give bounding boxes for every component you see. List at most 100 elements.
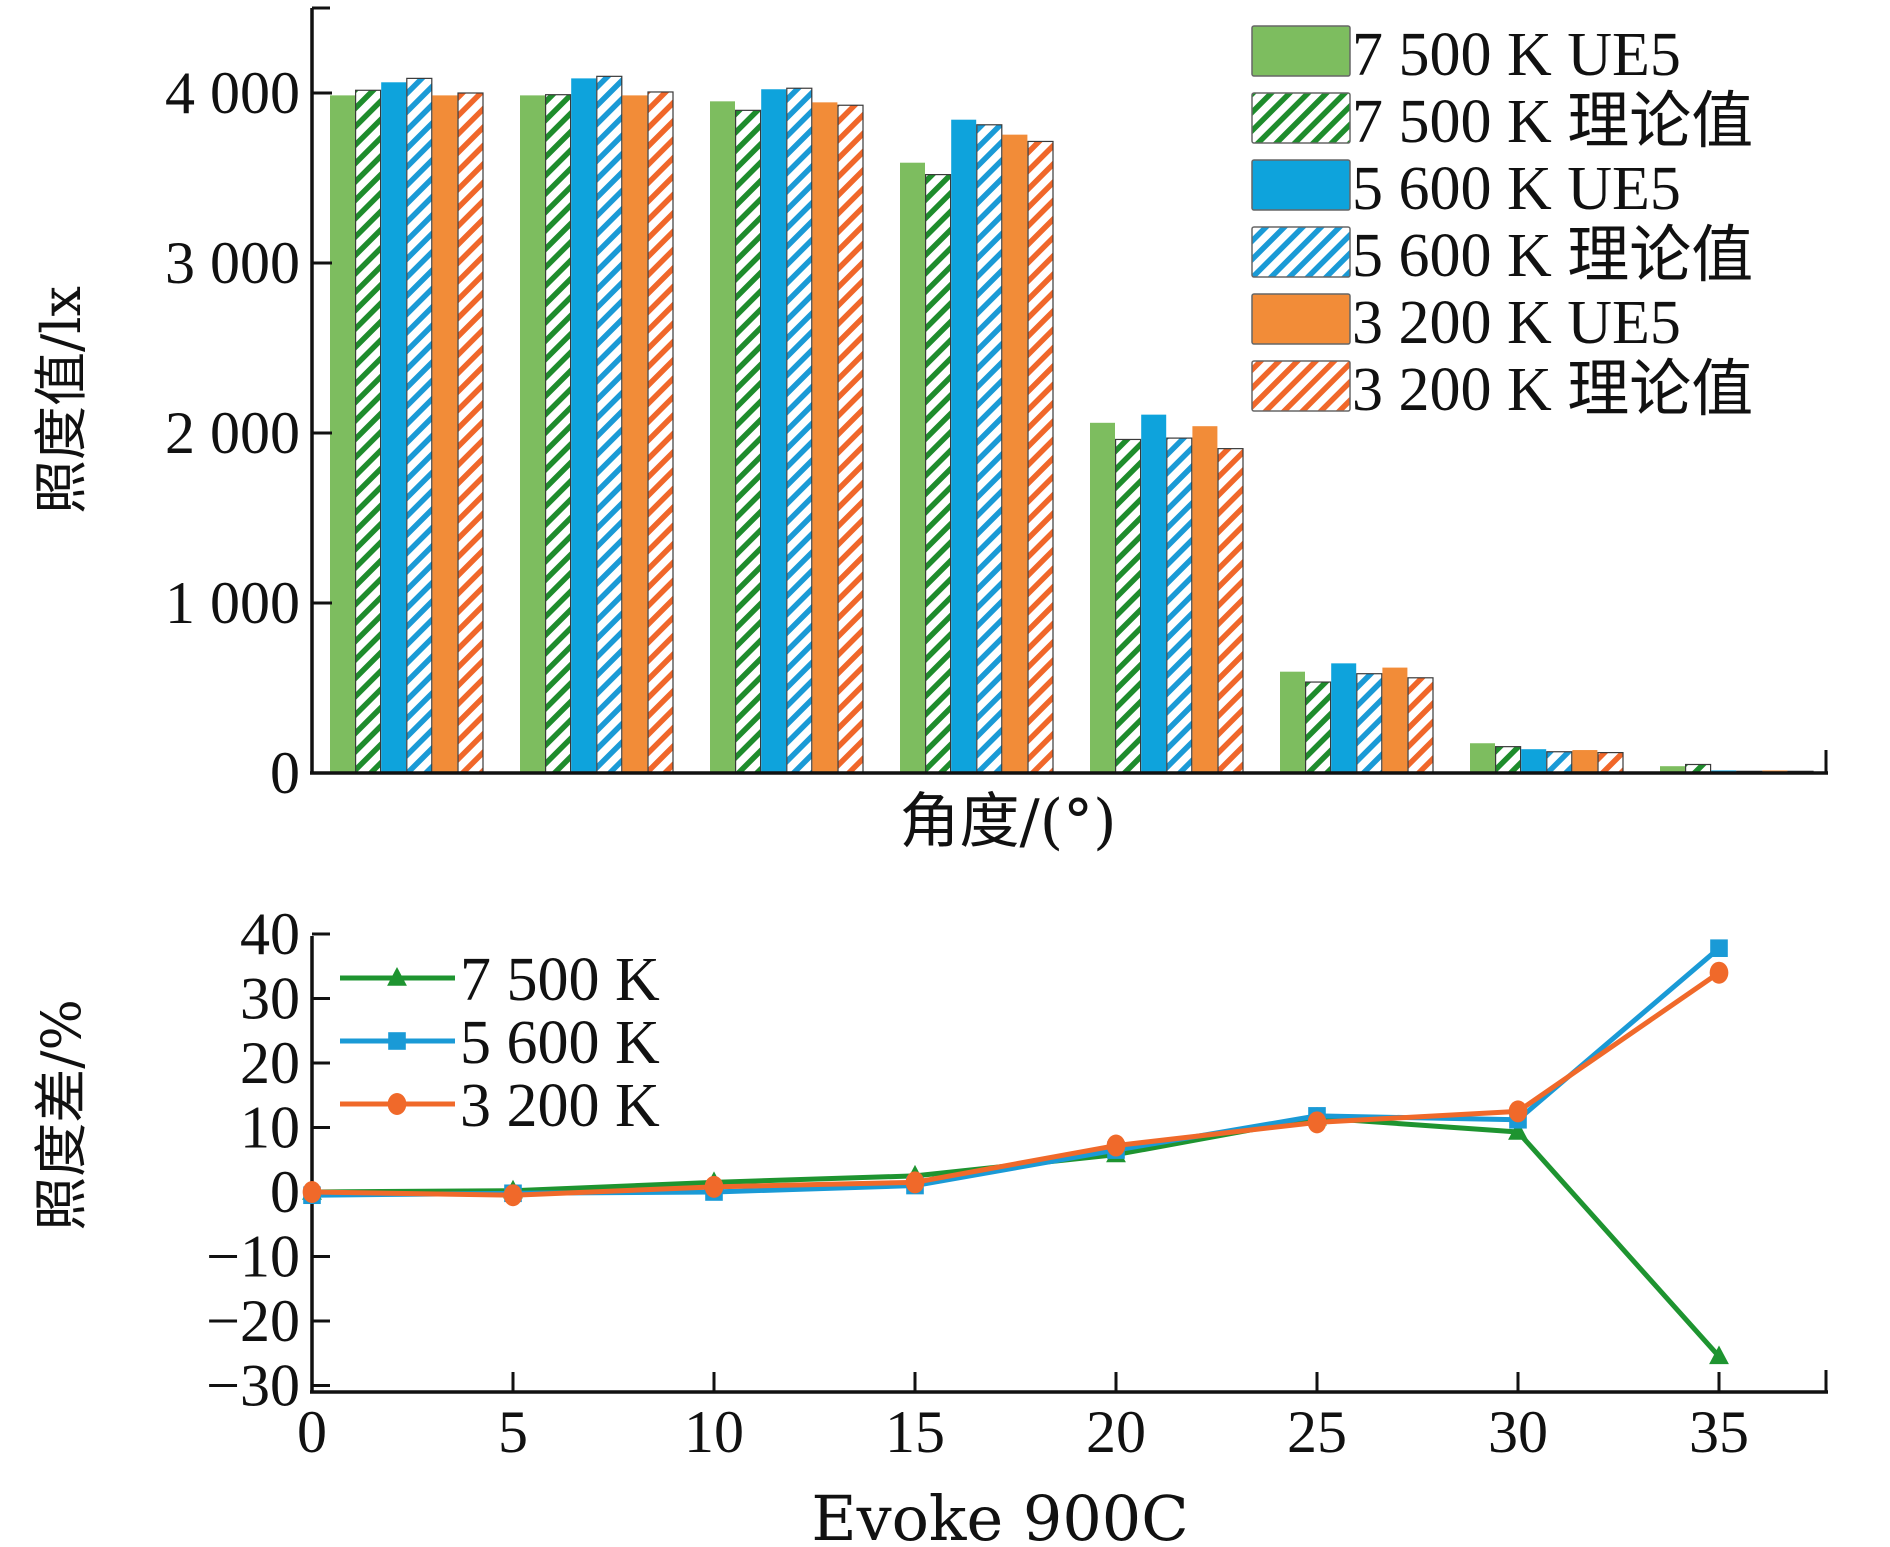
bar <box>406 77 433 774</box>
series-3-200-K <box>302 961 1729 1207</box>
line-x-axis-title: Evoke 900C <box>811 1482 1188 1547</box>
legend-label: 7 500 K <box>460 946 660 1014</box>
bar <box>1090 422 1115 773</box>
bar <box>1027 140 1054 774</box>
bar <box>330 95 355 773</box>
bar <box>812 102 838 774</box>
bar-y-axis-title: 照度值/lx <box>30 286 93 514</box>
marker-circle <box>503 1184 523 1207</box>
bar <box>1304 681 1332 774</box>
bar-y-tick-label: 3 000 <box>165 230 300 296</box>
bar <box>1494 746 1522 774</box>
line-x-tick-label: 5 <box>498 1399 528 1465</box>
marker-triangle <box>1709 1345 1729 1365</box>
bar-group-30 <box>1470 743 1624 774</box>
legend-label: 5 600 K UE5 <box>1352 155 1681 223</box>
series-7-500-K <box>302 1106 1729 1365</box>
bar <box>1002 134 1028 773</box>
line-y-tick-label: −10 <box>206 1224 300 1290</box>
bar <box>1660 766 1685 773</box>
marker-circle <box>1709 961 1729 984</box>
bar <box>734 109 762 774</box>
line-legend: 7 500 K5 600 K3 200 K <box>340 946 660 1140</box>
line-x-tick-label: 15 <box>885 1399 945 1465</box>
bar <box>1166 437 1193 774</box>
line-y-tick-label: −20 <box>206 1288 300 1354</box>
marker-circle <box>302 1181 322 1203</box>
bar-chart: 0 1 000 2 000 3 000 4 000 角度/(°) 照度值/lx 7 50… <box>30 6 1828 857</box>
legend-label: 7 500 K 理论值 <box>1352 88 1753 156</box>
legend-swatch <box>1251 92 1351 144</box>
bar-y-tick-label: 2 000 <box>165 400 300 466</box>
bar <box>647 91 674 774</box>
marker-circle <box>704 1175 724 1198</box>
legend-label: 3 200 K 理论值 <box>1352 356 1753 424</box>
marker-circle <box>1508 1100 1528 1123</box>
bar-group-10 <box>710 87 864 774</box>
legend-label: 5 600 K <box>460 1009 660 1077</box>
legend-swatch <box>1251 159 1351 211</box>
bar <box>355 89 382 774</box>
bar <box>1546 751 1573 774</box>
bar <box>596 75 623 774</box>
bar <box>1280 671 1305 773</box>
bar <box>457 92 484 774</box>
bar <box>900 162 925 773</box>
bar-group-5 <box>520 75 674 774</box>
legend-label: 5 600 K 理论值 <box>1352 222 1753 290</box>
bar <box>1217 448 1244 774</box>
legend-swatch <box>1251 360 1351 412</box>
line-axes <box>310 936 1828 1394</box>
bar <box>1407 677 1434 774</box>
line-y-tick-label: 40 <box>240 901 300 967</box>
bar <box>1141 414 1167 773</box>
line-x-tick-label: 0 <box>297 1399 327 1465</box>
bar-group-0 <box>330 77 484 774</box>
line-x-tick-label: 35 <box>1689 1399 1749 1465</box>
bar-y-tick-label: 4 000 <box>165 60 300 126</box>
marker-circle <box>387 1093 407 1115</box>
legend-label: 3 200 K <box>460 1072 660 1140</box>
line-x-tick-label: 25 <box>1287 1399 1347 1465</box>
bar <box>1470 743 1495 773</box>
marker-circle <box>1307 1111 1327 1134</box>
bar-group-20 <box>1090 414 1244 774</box>
bar-group-15 <box>900 119 1054 774</box>
line-x-tick-label: 10 <box>684 1399 744 1465</box>
line-y-tick-label: 10 <box>240 1095 300 1161</box>
legend-label: 3 200 K UE5 <box>1352 289 1681 357</box>
series-line <box>311 970 1721 1198</box>
legend-swatch <box>1251 226 1351 278</box>
line-y-tick-label: 30 <box>240 966 300 1032</box>
bar <box>1114 438 1142 774</box>
bar <box>951 119 977 773</box>
line-y-tick-label: −30 <box>206 1353 300 1419</box>
line-y-tick-label: 20 <box>240 1030 300 1096</box>
line-x-tick-label: 20 <box>1086 1399 1146 1465</box>
bar <box>544 94 572 774</box>
bar <box>571 78 597 773</box>
marker-circle <box>905 1171 925 1194</box>
legend-swatch <box>1251 25 1351 77</box>
bar <box>520 95 545 773</box>
line-y-axis-title: 照度差/% <box>30 999 93 1231</box>
bar <box>761 89 787 773</box>
series-line <box>311 1115 1721 1359</box>
marker-square <box>1710 939 1728 957</box>
line-y-tick-label: 0 <box>270 1159 300 1225</box>
bar-marks <box>330 75 1814 774</box>
marker-square <box>388 1032 406 1050</box>
marker-circle <box>1106 1134 1126 1157</box>
bar-y-tick-label: 1 000 <box>165 570 300 636</box>
bar <box>622 95 648 773</box>
bar-y-ticks: 0 1 000 2 000 3 000 4 000 <box>165 60 332 806</box>
line-marks <box>302 939 1729 1365</box>
bar <box>924 174 952 774</box>
bar <box>710 101 735 773</box>
bar <box>1521 749 1547 773</box>
bar <box>1597 751 1624 774</box>
bar-axes <box>310 6 1828 775</box>
